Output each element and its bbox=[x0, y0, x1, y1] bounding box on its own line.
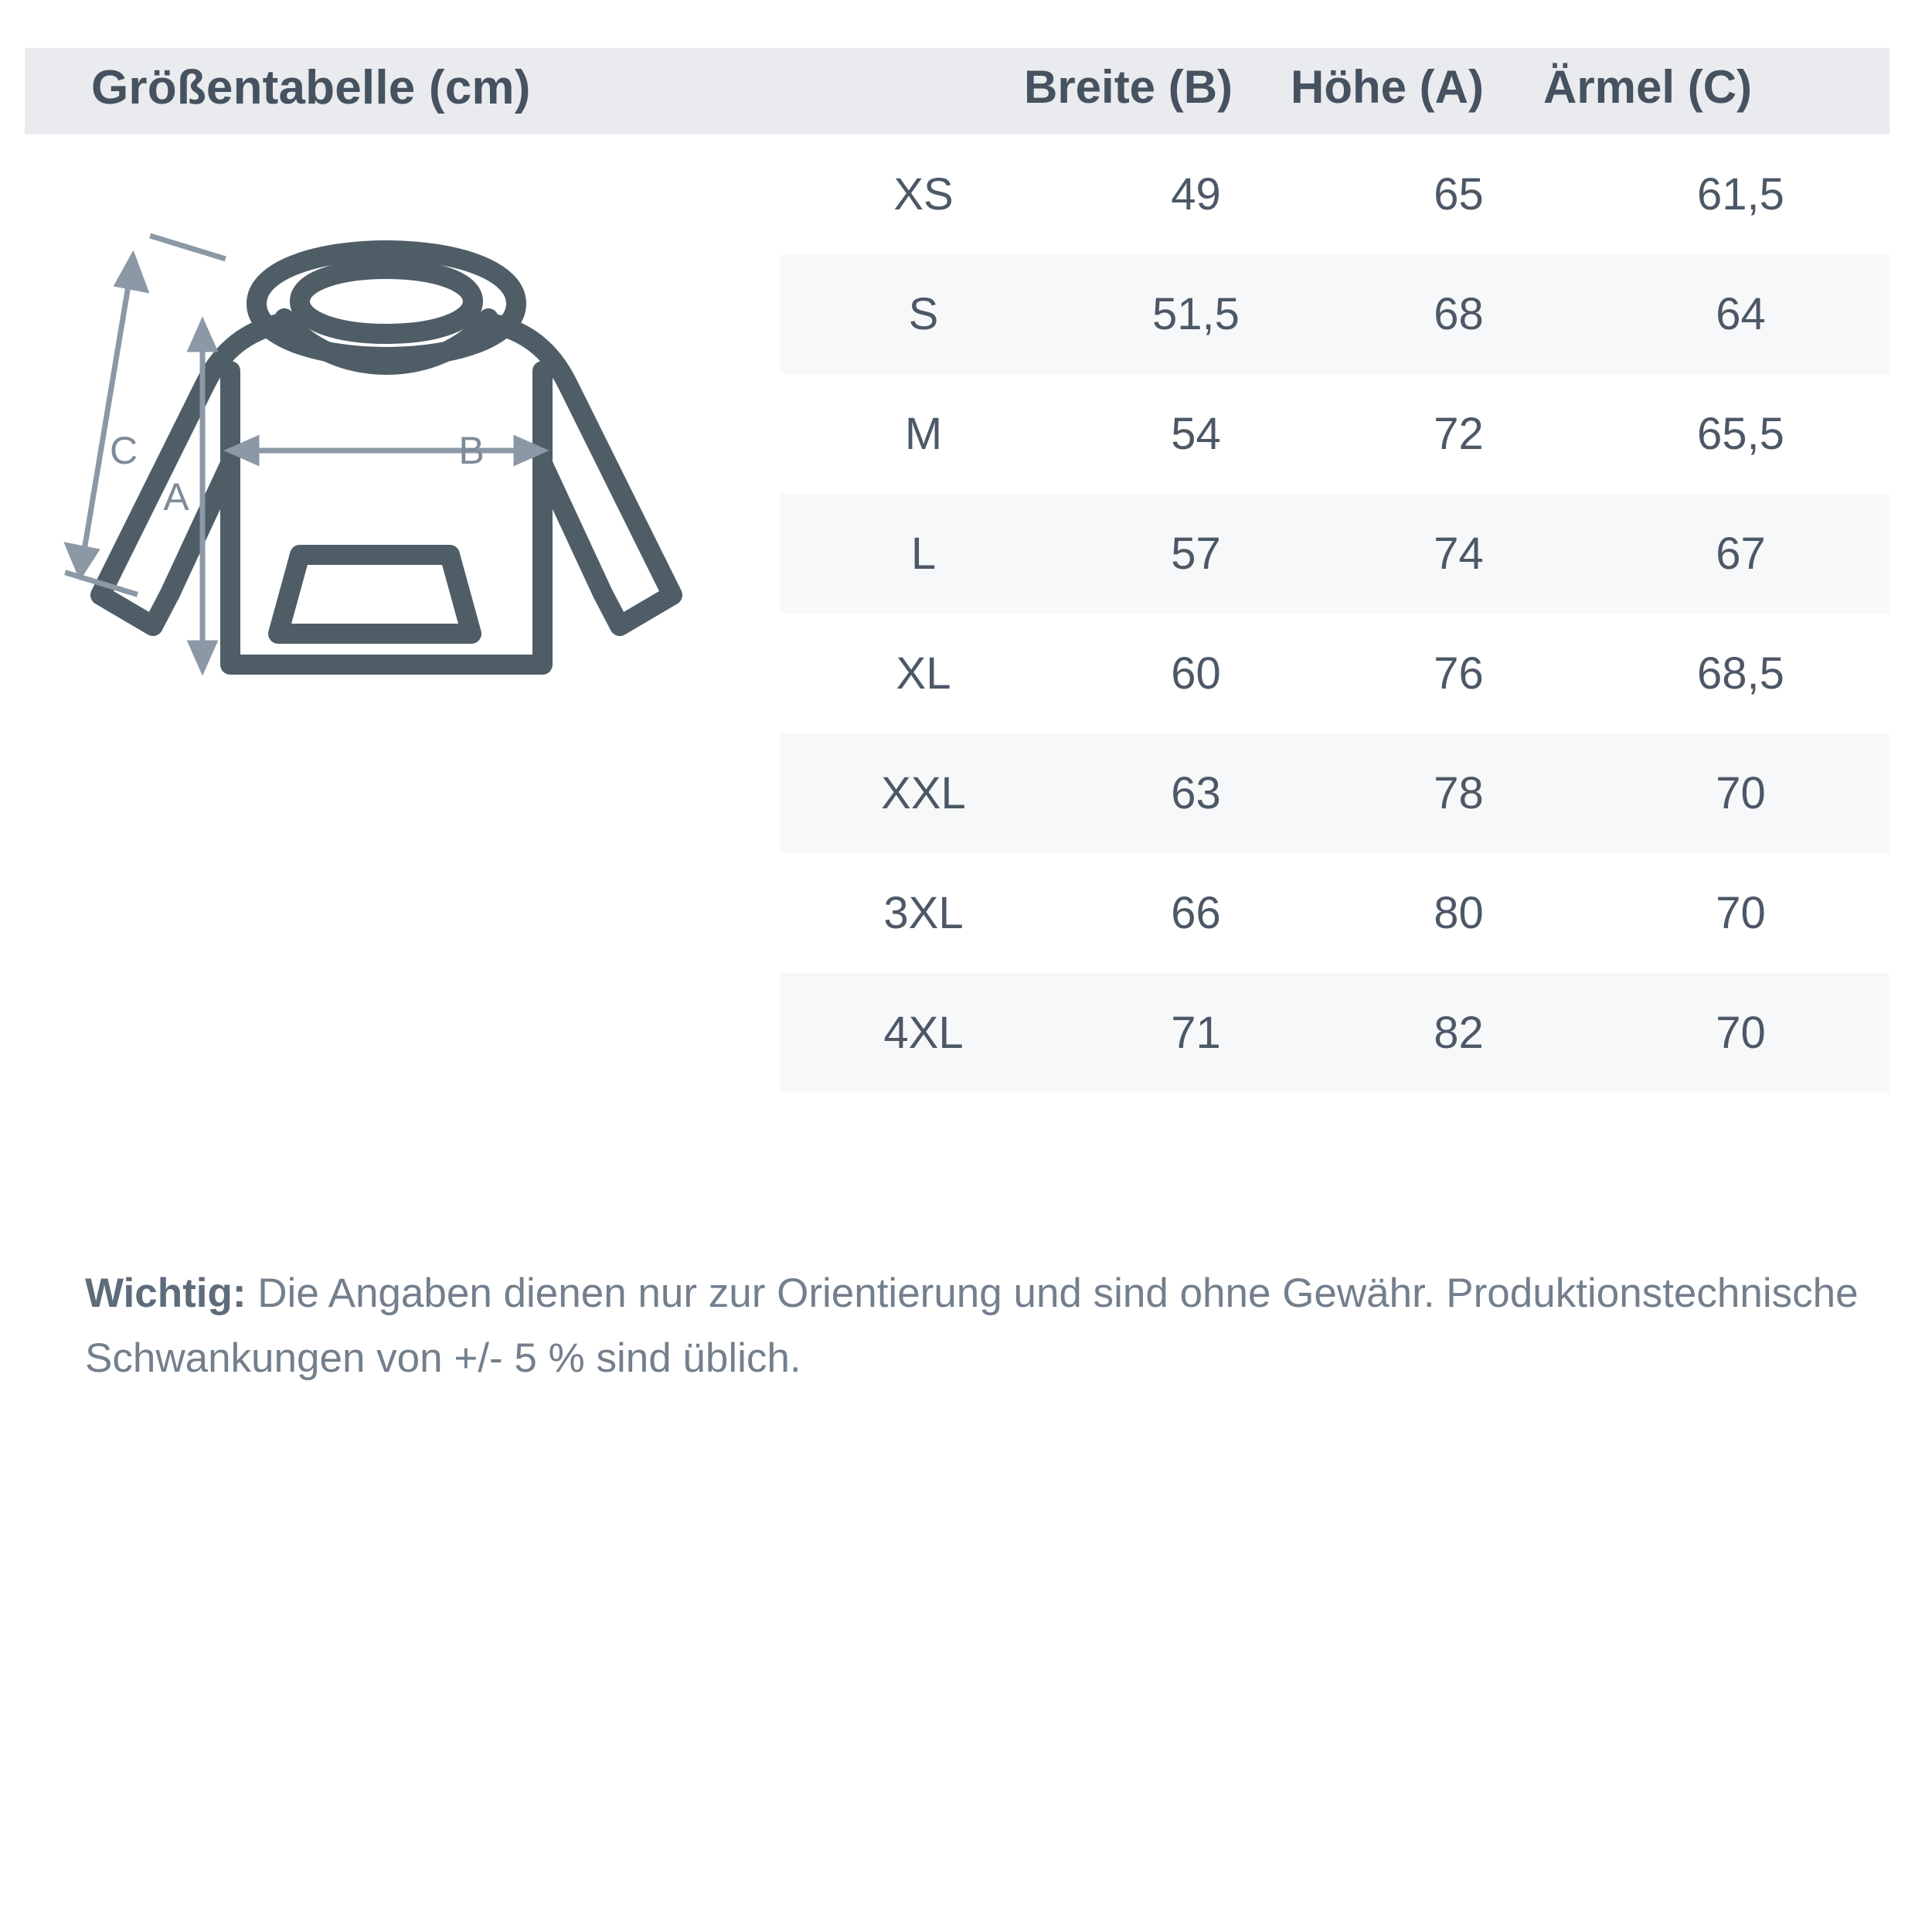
dimension-label-b: B bbox=[458, 429, 484, 472]
dimension-tick-c-bottom bbox=[64, 570, 138, 597]
column-header-aermel: Ärmel (C) bbox=[1543, 61, 1753, 113]
table-row: S 51,5 68 64 bbox=[781, 254, 1889, 374]
cell-size: XS bbox=[893, 169, 954, 219]
footnote-label: Wichtig: bbox=[85, 1270, 247, 1316]
cell-hoehe: 80 bbox=[1434, 888, 1484, 938]
cell-breite: 66 bbox=[1171, 888, 1221, 938]
cell-breite: 51,5 bbox=[1152, 289, 1240, 339]
table-row: 4XL 71 82 70 bbox=[781, 973, 1889, 1093]
cell-hoehe: 68 bbox=[1434, 289, 1484, 339]
cell-size: L bbox=[910, 529, 937, 579]
cell-aermel: 64 bbox=[1716, 289, 1766, 339]
arrowhead-a-bottom bbox=[186, 640, 219, 676]
cell-breite: 63 bbox=[1171, 768, 1221, 818]
arrowhead-c-bottom bbox=[63, 542, 100, 581]
cell-size: 3XL bbox=[883, 888, 964, 938]
header-band bbox=[25, 48, 1889, 134]
dimension-line-c bbox=[80, 276, 133, 556]
cell-hoehe: 65 bbox=[1434, 169, 1484, 219]
cell-breite: 71 bbox=[1171, 1008, 1221, 1058]
hoodie-diagram: B A C bbox=[54, 232, 750, 819]
dimension-lines bbox=[63, 233, 549, 676]
cell-aermel: 70 bbox=[1716, 768, 1766, 818]
cell-aermel: 70 bbox=[1716, 1008, 1766, 1058]
cell-breite: 49 bbox=[1171, 169, 1221, 219]
cell-size: 4XL bbox=[883, 1008, 964, 1058]
cell-breite: 57 bbox=[1171, 529, 1221, 579]
cell-size: XL bbox=[896, 648, 951, 699]
hoodie-outline-icon bbox=[90, 240, 682, 675]
cell-size: S bbox=[908, 289, 939, 339]
cell-breite: 60 bbox=[1171, 648, 1221, 699]
footnote-text: Die Angaben dienen nur zur Orientierung … bbox=[85, 1270, 1859, 1381]
column-headers: Breite (B) Höhe (A) Ärmel (C) bbox=[997, 60, 1855, 122]
arrowhead-b-left bbox=[223, 434, 260, 467]
table-row: M 54 72 65,5 bbox=[781, 374, 1889, 494]
page-title: Größentabelle (cm) bbox=[91, 61, 531, 114]
cell-aermel: 67 bbox=[1716, 529, 1766, 579]
column-header-hoehe: Höhe (A) bbox=[1291, 61, 1484, 113]
dimension-label-c: C bbox=[110, 429, 138, 472]
cell-aermel: 65,5 bbox=[1697, 409, 1784, 459]
table-row: XL 60 76 68,5 bbox=[781, 614, 1889, 733]
arrowhead-b-right bbox=[513, 434, 549, 467]
cell-size: M bbox=[904, 409, 943, 459]
dimension-label-a: A bbox=[163, 475, 189, 519]
cell-hoehe: 78 bbox=[1434, 768, 1484, 818]
table-row: 3XL 66 80 70 bbox=[781, 853, 1889, 973]
size-table: XS 49 65 61,5 S 51,5 68 64 M 54 72 65,5 … bbox=[781, 134, 1889, 1093]
dimension-tick-c-top bbox=[149, 233, 226, 262]
arrowhead-c-top bbox=[113, 250, 150, 294]
cell-hoehe: 74 bbox=[1434, 529, 1484, 579]
column-header-breite: Breite (B) bbox=[1023, 61, 1233, 113]
cell-aermel: 61,5 bbox=[1697, 169, 1784, 219]
cell-aermel: 68,5 bbox=[1697, 648, 1784, 699]
footnote: Wichtig: Die Angaben dienen nur zur Orie… bbox=[85, 1261, 1886, 1391]
arrowhead-a-top bbox=[186, 316, 219, 352]
cell-hoehe: 72 bbox=[1434, 409, 1484, 459]
table-row: XXL 63 78 70 bbox=[781, 733, 1889, 853]
cell-breite: 54 bbox=[1171, 409, 1221, 459]
table-row: L 57 74 67 bbox=[781, 494, 1889, 614]
cell-hoehe: 76 bbox=[1434, 648, 1484, 699]
cell-size: XXL bbox=[881, 768, 966, 818]
cell-aermel: 70 bbox=[1716, 888, 1766, 938]
cell-hoehe: 82 bbox=[1434, 1008, 1484, 1058]
table-row: XS 49 65 61,5 bbox=[781, 134, 1889, 254]
